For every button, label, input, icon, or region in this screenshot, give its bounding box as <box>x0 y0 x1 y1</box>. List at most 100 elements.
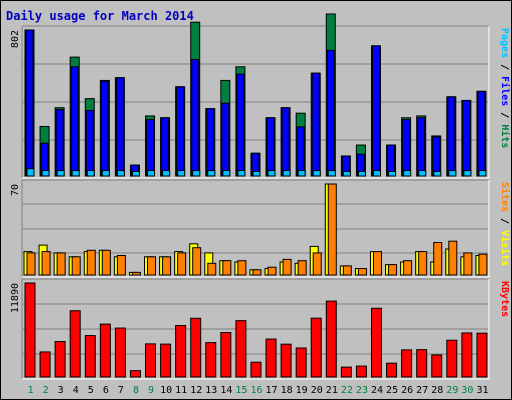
day-label: 27 <box>416 385 428 396</box>
bar-files <box>311 72 320 177</box>
panel-pages-files-hits: 802 Pages / Files / Hits <box>10 13 511 179</box>
bar-sites <box>177 252 187 276</box>
day-label: 26 <box>401 385 413 396</box>
day-label: 30 <box>461 385 473 396</box>
bar-kbytes <box>69 310 81 378</box>
legend-part: KBytes <box>499 281 510 317</box>
bar-sites <box>252 269 262 276</box>
bar-files <box>191 58 200 177</box>
bar-sites <box>222 260 232 276</box>
bar-pages <box>297 170 306 177</box>
legend-part: Hits <box>499 124 511 148</box>
bar-kbytes <box>160 343 172 378</box>
day-label: 8 <box>133 385 139 396</box>
bar-kbytes <box>431 354 443 378</box>
bar-files <box>146 119 155 177</box>
bar-kbytes <box>295 347 307 378</box>
bar-pages <box>26 168 35 177</box>
bar-pages <box>41 170 50 177</box>
bar-pages <box>222 170 231 177</box>
bar-sites <box>56 252 66 276</box>
bar-kbytes <box>340 366 352 378</box>
day-label: 14 <box>220 385 232 396</box>
bar-files <box>462 99 471 177</box>
legend-part: / <box>499 58 510 76</box>
bar-files <box>371 45 380 177</box>
bar-sites <box>131 271 141 276</box>
day-label: 15 <box>235 385 247 396</box>
bar-pages <box>312 170 321 177</box>
day-label: 21 <box>326 385 338 396</box>
bar-kbytes <box>386 362 398 378</box>
bar-pages <box>177 170 186 177</box>
bar-files <box>55 109 64 177</box>
bar-sites <box>237 260 247 276</box>
bar-sites <box>372 251 382 276</box>
bar-sites <box>71 256 81 276</box>
bar-sites <box>418 251 428 276</box>
day-label: 16 <box>250 385 262 396</box>
day-label: 18 <box>281 385 293 396</box>
bar-sites <box>41 251 51 276</box>
bar-sites <box>327 183 337 276</box>
bar-pages <box>267 170 276 177</box>
bar-pages <box>56 170 65 177</box>
day-label: 23 <box>356 385 368 396</box>
bar-pages <box>448 170 457 177</box>
bar-kbytes <box>84 335 96 378</box>
bar-pages <box>433 170 442 177</box>
bar-pages <box>282 170 291 177</box>
day-label: 4 <box>73 385 79 396</box>
legend-part: Files <box>499 76 511 106</box>
bar-kbytes <box>446 339 458 378</box>
bar-files <box>417 117 426 177</box>
bar-kbytes <box>114 327 126 378</box>
bar-sites <box>357 268 367 276</box>
bar-pages <box>207 170 216 177</box>
bar-pages <box>252 170 261 177</box>
bar-files <box>25 29 34 177</box>
legend-part: Pages <box>499 28 510 58</box>
bar-kbytes <box>24 282 36 378</box>
bar-sites <box>101 249 111 276</box>
bar-kbytes <box>145 343 157 378</box>
panel-visits-sites: 70 Sites / Visits <box>10 179 511 278</box>
bar-sites <box>463 252 473 276</box>
bar-sites <box>267 266 277 276</box>
chart-title: Daily usage for March 2014 <box>6 9 194 23</box>
day-label: 7 <box>118 385 124 396</box>
bar-pages <box>403 170 412 177</box>
legend-label: Sites / Visits <box>499 182 511 266</box>
y-max-label: 802 <box>10 30 21 48</box>
bar-kbytes <box>250 361 262 378</box>
day-labels: 1 2 3 4 5 6 7 8 9 10 11 12 13 14 15 16 17 18 19 20 21 22 23 24 2… <box>28 385 489 396</box>
day-label: 25 <box>386 385 398 396</box>
day-label: 29 <box>446 385 458 396</box>
bar-kbytes <box>205 342 217 378</box>
day-label: 6 <box>103 385 109 396</box>
bar-pages <box>327 170 336 177</box>
bar-pages <box>342 170 351 177</box>
bar-pages <box>372 170 381 177</box>
bar-kbytes <box>129 370 141 378</box>
legend-part: / <box>499 106 510 124</box>
bar-kbytes <box>190 317 202 378</box>
bar-pages <box>147 170 156 177</box>
bar-sites <box>192 247 202 276</box>
bar-sites <box>147 256 157 276</box>
bar-kbytes <box>99 323 111 378</box>
bar-sites <box>388 264 398 276</box>
day-label: 31 <box>476 385 488 396</box>
bar-files <box>402 119 411 177</box>
day-label: 2 <box>43 385 49 396</box>
legend-part: Visits <box>499 230 511 266</box>
bar-pages <box>478 170 487 177</box>
day-label: 20 <box>311 385 323 396</box>
bar-files <box>477 90 486 177</box>
bar-sites <box>312 252 322 276</box>
day-label: 1 <box>28 385 34 396</box>
day-label: 28 <box>431 385 443 396</box>
bar-kbytes <box>401 349 413 378</box>
y-max-label: 11890 <box>10 283 21 313</box>
bar-files <box>161 117 170 177</box>
